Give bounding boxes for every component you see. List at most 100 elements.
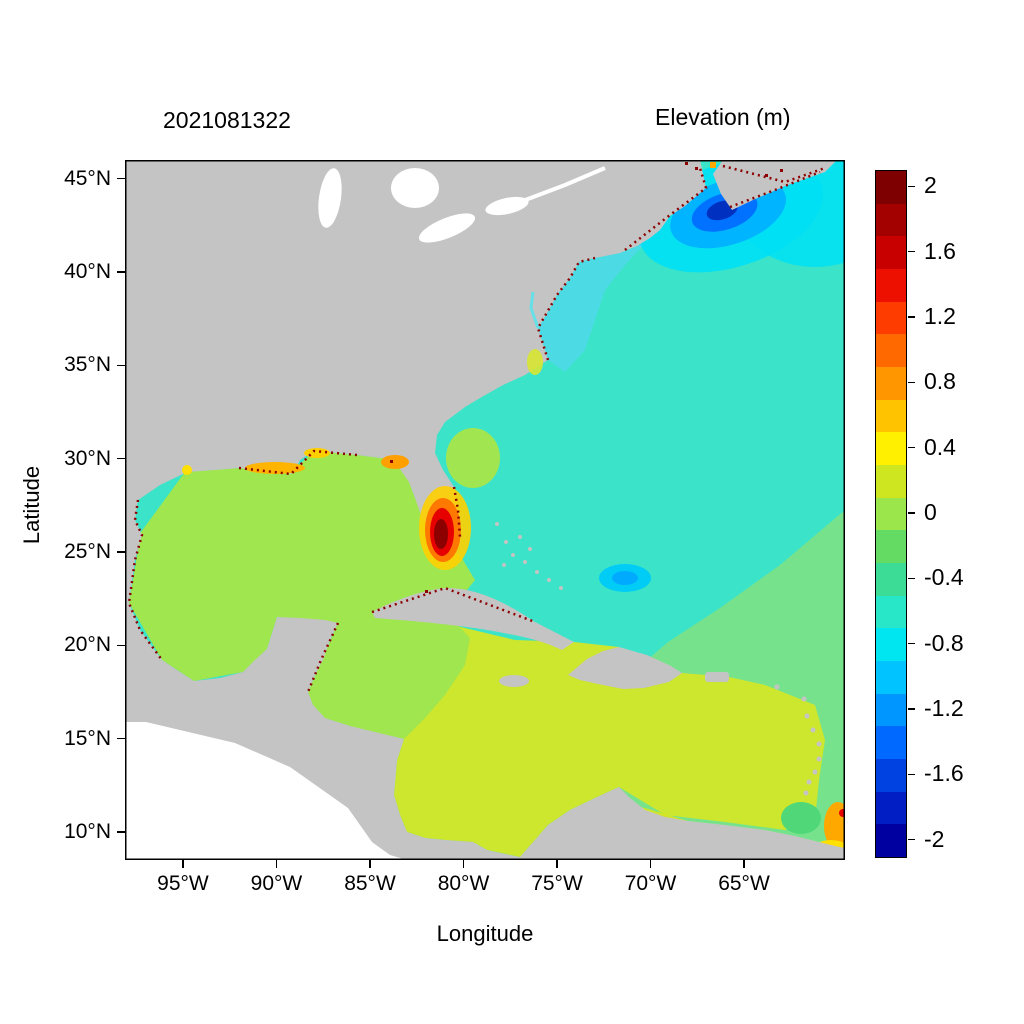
colorbar-cell (876, 432, 906, 466)
colorbar-cell (876, 171, 906, 204)
y-tick-mark (117, 271, 125, 273)
colorbar-cell (876, 465, 906, 498)
se-corner-green (781, 802, 821, 834)
map-plot-area (125, 160, 845, 860)
nova-scotia-land (713, 160, 837, 210)
colorbar-tick-mark (908, 446, 915, 449)
louisiana-coastal-band (245, 462, 305, 474)
colorbar-cell (876, 269, 906, 302)
x-tick-label: 90°W (250, 872, 303, 895)
colorbar-tick-label: 0.4 (924, 433, 956, 460)
pacific-outside-domain (125, 722, 407, 860)
colorbar-cell (876, 791, 906, 825)
colorbar-tick-label: 0 (924, 499, 937, 525)
coastal-speckles (127, 164, 826, 693)
colorbar-cell (876, 367, 906, 400)
galveston-patch (182, 465, 192, 475)
x-tick-label: 75°W (531, 872, 583, 895)
big-bend-patch (381, 455, 409, 469)
st-lawrence-river (519, 166, 606, 204)
elevation-map (125, 160, 845, 860)
y-tick-mark (117, 831, 125, 833)
y-tick-label: 25°N (64, 540, 111, 563)
colorbar-cell (876, 628, 906, 662)
east-coast-shelf-fill (538, 238, 650, 372)
x-tick-mark (369, 860, 371, 868)
colorbar-cell (876, 563, 906, 596)
colorbar-tick-mark (908, 642, 915, 645)
top-edge-orange-dot (710, 162, 716, 168)
colorbar-tick-mark (908, 708, 915, 710)
north-america-landmass (125, 160, 845, 860)
colorbar-cell (876, 824, 906, 858)
y-tick-mark (117, 737, 125, 740)
western-caribbean-fill (308, 612, 470, 739)
colorbar-cell (876, 301, 906, 335)
islands (372, 522, 822, 796)
y-tick-label: 15°N (64, 726, 111, 750)
ne-florida-patch (446, 428, 500, 488)
y-tick-mark (117, 457, 125, 460)
colorbar-tick-label: -2 (924, 825, 945, 852)
colorbar-tick-label: -0.8 (924, 629, 964, 656)
colorbar-cell (876, 236, 906, 270)
colorbar-cell (876, 726, 906, 760)
colorbar-cell (876, 759, 906, 792)
bahamas (495, 522, 563, 590)
colorbar-tick-mark (908, 250, 915, 253)
x-tick-mark (649, 860, 652, 868)
pamlico-sound-patch (527, 349, 543, 375)
x-tick-label: 85°W (344, 872, 396, 895)
x-tick-mark (275, 860, 278, 868)
colorbar-title: Elevation (m) (655, 104, 791, 130)
x-tick-mark (462, 860, 465, 868)
chesapeake-bay-sliver (529, 291, 540, 329)
y-tick-label: 45°N (64, 166, 111, 190)
lake-ontario (485, 196, 529, 216)
colorbar-tick-mark (908, 185, 915, 188)
y-tick-label: 10°N (64, 820, 111, 843)
lake-michigan (318, 168, 342, 228)
colorbar-cell (876, 595, 906, 629)
y-tick-mark (117, 364, 125, 367)
colorbar-cell (876, 693, 906, 727)
colorbar-tick-mark (908, 381, 915, 384)
colorbar-tick-label: 0.8 (924, 368, 956, 395)
x-tick-label: 95°W (157, 872, 209, 895)
colorbar-tick-mark (908, 773, 915, 776)
colorbar-cell (876, 334, 906, 368)
colorbar-tick-mark (908, 838, 915, 841)
colorbar-tick-label: -1.2 (924, 695, 964, 721)
great-lakes (318, 166, 606, 243)
y-tick-mark (117, 177, 125, 180)
florida-surge-core (434, 519, 448, 549)
colorbar-tick-label: 1.2 (924, 303, 956, 329)
y-tick-mark (117, 551, 125, 553)
colorbar-tick-label: 1.6 (924, 237, 956, 264)
plot-border (125, 160, 845, 860)
y-tick-label: 30°N (64, 446, 111, 470)
y-tick-mark (117, 644, 125, 647)
jamaica (499, 675, 529, 687)
y-tick-label: 20°N (64, 633, 111, 657)
x-tick-mark (556, 860, 558, 868)
colorbar-tick-mark (908, 512, 915, 514)
x-tick-mark (743, 860, 745, 868)
colorbar-tick-mark (908, 316, 915, 318)
x-tick-label: 70°W (624, 872, 677, 895)
gulf-of-mexico-fill (129, 451, 475, 681)
colorbar (875, 170, 907, 858)
colorbar-tick-mark (908, 577, 915, 580)
cuba (372, 588, 574, 650)
coastal-speckle-dots (390, 162, 783, 593)
colorbar-tick-label: 2 (924, 172, 937, 199)
y-tick-label: 35°N (64, 353, 111, 377)
hispaniola (568, 647, 682, 689)
y-tick-label: 40°N (64, 260, 111, 283)
lake-erie (418, 213, 476, 243)
x-axis-title: Longitude (436, 921, 534, 946)
x-tick-label: 65°W (718, 872, 770, 895)
colorbar-tick-label: -0.4 (924, 564, 964, 591)
colorbar-tick-label: -1.6 (924, 760, 964, 787)
